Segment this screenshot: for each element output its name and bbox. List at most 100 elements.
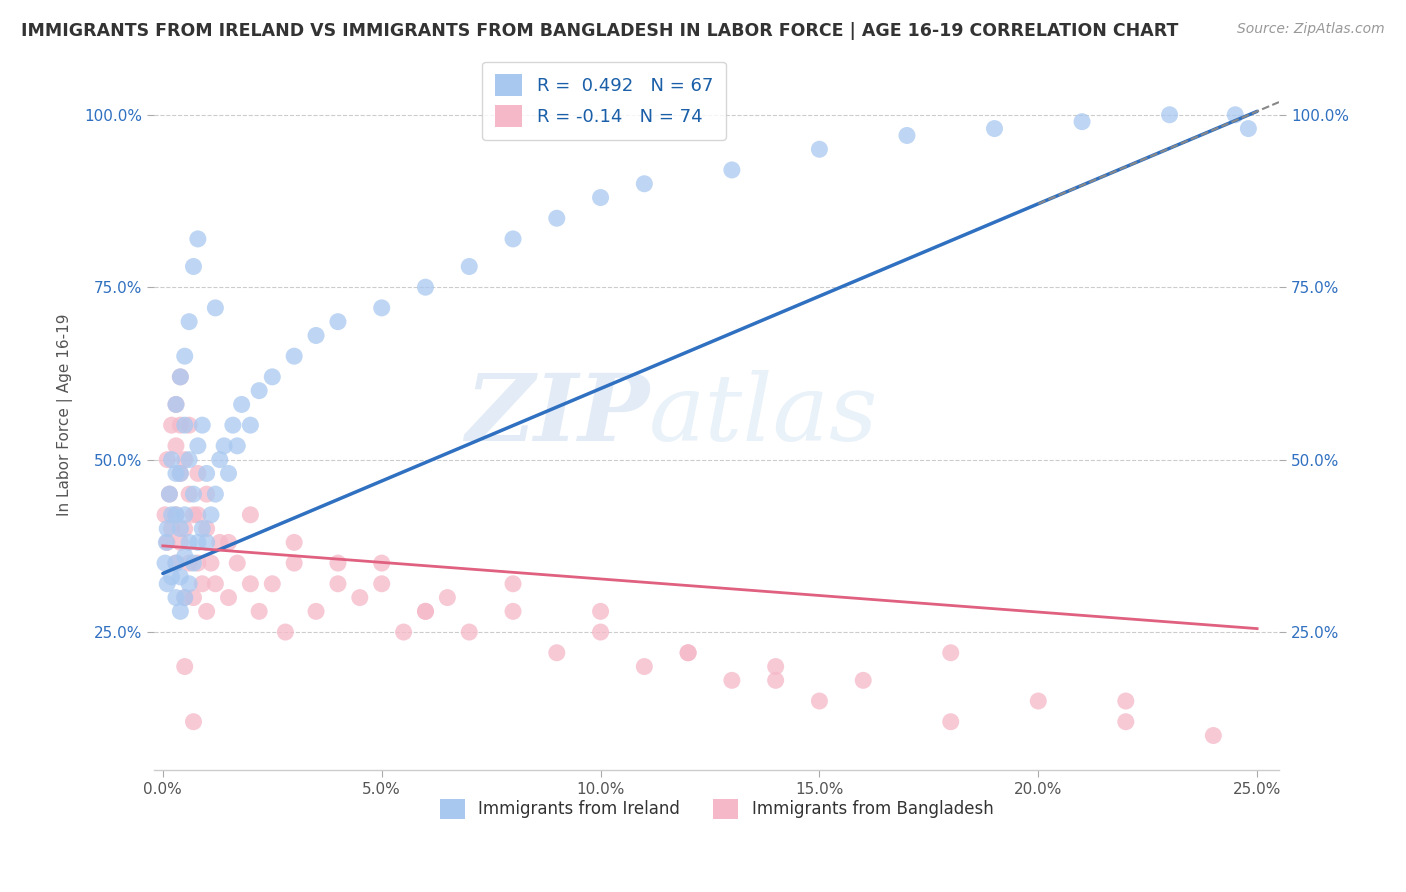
Point bbox=[195, 467, 218, 481]
Point bbox=[165, 508, 187, 522]
Point bbox=[226, 556, 249, 570]
Point bbox=[208, 452, 231, 467]
Point bbox=[370, 301, 392, 315]
Point bbox=[173, 591, 195, 605]
Point bbox=[1115, 714, 1137, 729]
Point bbox=[633, 659, 655, 673]
Point bbox=[183, 556, 205, 570]
Point bbox=[187, 439, 209, 453]
Point bbox=[896, 128, 918, 143]
Point bbox=[1026, 694, 1049, 708]
Point bbox=[195, 522, 218, 536]
Point bbox=[721, 163, 744, 178]
Point bbox=[173, 591, 195, 605]
Point bbox=[173, 418, 195, 433]
Point bbox=[169, 369, 191, 384]
Point bbox=[502, 232, 524, 246]
Point bbox=[589, 190, 612, 204]
Point bbox=[1071, 114, 1094, 128]
Point bbox=[262, 369, 284, 384]
Point bbox=[187, 232, 209, 246]
Point bbox=[169, 535, 191, 549]
Legend: Immigrants from Ireland, Immigrants from Bangladesh: Immigrants from Ireland, Immigrants from… bbox=[433, 792, 1000, 826]
Text: Source: ZipAtlas.com: Source: ZipAtlas.com bbox=[1237, 22, 1385, 37]
Point bbox=[160, 508, 183, 522]
Point bbox=[415, 604, 437, 618]
Point bbox=[721, 673, 744, 688]
Point bbox=[200, 508, 222, 522]
Point bbox=[179, 315, 201, 329]
Point bbox=[939, 714, 962, 729]
Point bbox=[370, 576, 392, 591]
Text: IMMIGRANTS FROM IRELAND VS IMMIGRANTS FROM BANGLADESH IN LABOR FORCE | AGE 16-19: IMMIGRANTS FROM IRELAND VS IMMIGRANTS FR… bbox=[21, 22, 1178, 40]
Point bbox=[200, 556, 222, 570]
Point bbox=[1202, 729, 1225, 743]
Point bbox=[160, 522, 183, 536]
Point bbox=[187, 556, 209, 570]
Point bbox=[156, 576, 179, 591]
Point bbox=[183, 260, 205, 274]
Point bbox=[458, 625, 481, 640]
Point bbox=[165, 556, 187, 570]
Point bbox=[165, 439, 187, 453]
Point bbox=[179, 418, 201, 433]
Point bbox=[1225, 108, 1247, 122]
Point bbox=[173, 659, 195, 673]
Point bbox=[326, 576, 349, 591]
Point bbox=[392, 625, 415, 640]
Point bbox=[218, 535, 240, 549]
Y-axis label: In Labor Force | Age 16-19: In Labor Force | Age 16-19 bbox=[58, 314, 73, 516]
Point bbox=[326, 556, 349, 570]
Point bbox=[183, 591, 205, 605]
Point bbox=[436, 591, 458, 605]
Point bbox=[169, 369, 191, 384]
Point bbox=[247, 384, 270, 398]
Point bbox=[191, 418, 214, 433]
Point bbox=[1237, 121, 1260, 136]
Point bbox=[160, 418, 183, 433]
Point bbox=[173, 549, 195, 564]
Point bbox=[676, 646, 699, 660]
Point bbox=[204, 576, 226, 591]
Point bbox=[502, 576, 524, 591]
Point bbox=[283, 556, 305, 570]
Point bbox=[239, 418, 262, 433]
Point bbox=[160, 570, 183, 584]
Point bbox=[939, 646, 962, 660]
Point bbox=[165, 467, 187, 481]
Point bbox=[239, 576, 262, 591]
Point bbox=[195, 535, 218, 549]
Point bbox=[415, 604, 437, 618]
Point bbox=[156, 452, 179, 467]
Point bbox=[589, 604, 612, 618]
Point bbox=[157, 487, 180, 501]
Point bbox=[157, 487, 180, 501]
Point bbox=[179, 535, 201, 549]
Point bbox=[187, 508, 209, 522]
Point bbox=[173, 452, 195, 467]
Point bbox=[165, 397, 187, 411]
Point bbox=[765, 673, 787, 688]
Point bbox=[153, 556, 176, 570]
Point bbox=[676, 646, 699, 660]
Point bbox=[222, 418, 245, 433]
Point bbox=[349, 591, 371, 605]
Point bbox=[173, 508, 195, 522]
Point bbox=[204, 301, 226, 315]
Point bbox=[173, 522, 195, 536]
Point bbox=[173, 349, 195, 363]
Point bbox=[155, 535, 177, 549]
Point bbox=[262, 576, 284, 591]
Point bbox=[179, 556, 201, 570]
Point bbox=[218, 467, 240, 481]
Point bbox=[183, 487, 205, 501]
Point bbox=[183, 714, 205, 729]
Point bbox=[983, 121, 1005, 136]
Point bbox=[187, 467, 209, 481]
Point bbox=[852, 673, 875, 688]
Point bbox=[1159, 108, 1181, 122]
Point bbox=[274, 625, 297, 640]
Text: atlas: atlas bbox=[650, 370, 879, 459]
Point bbox=[160, 452, 183, 467]
Point bbox=[156, 535, 179, 549]
